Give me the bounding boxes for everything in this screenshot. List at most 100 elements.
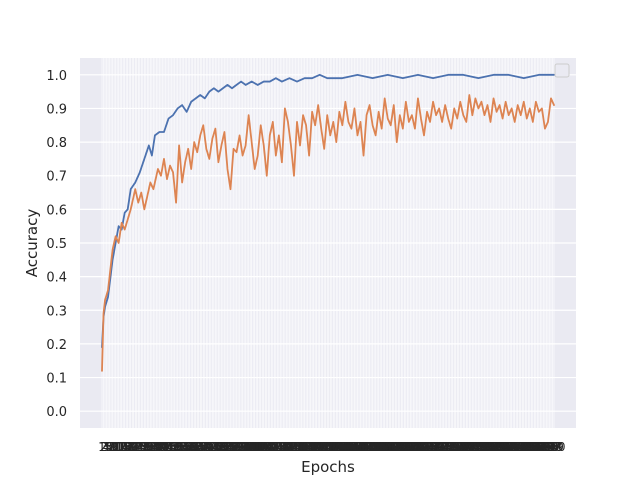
x-tick-label: 62 — [187, 440, 202, 454]
x-tick-label: 225 — [429, 440, 452, 454]
x-tick-label: 184 — [367, 440, 390, 454]
x-tick-label: 100 — [240, 440, 263, 454]
x-tick-label: 190 — [376, 440, 399, 454]
x-tick-label: 189 — [375, 440, 398, 454]
x-tick-label: 226 — [431, 440, 454, 454]
x-tick-label: 111 — [257, 440, 280, 454]
x-tick-label: 99 — [243, 440, 258, 454]
x-tick-label: 266 — [491, 440, 514, 454]
x-tick-label: 285 — [520, 440, 543, 454]
x-tick-label: 43 — [158, 440, 173, 454]
x-tick-label: 103 — [245, 440, 268, 454]
x-tick-label: 73 — [203, 440, 218, 454]
x-tick-label: 17 — [119, 440, 134, 454]
x-tick-label: 147 — [311, 440, 334, 454]
x-tick-label: 209 — [405, 440, 428, 454]
x-tick-label: 163 — [335, 440, 358, 454]
x-tick-label: 64 — [190, 440, 205, 454]
x-tick-label: 142 — [304, 440, 327, 454]
x-tick-label: 216 — [416, 440, 439, 454]
x-tick-label: 243 — [456, 440, 479, 454]
x-tick-label: 186 — [370, 440, 393, 454]
x-tick-label: 247 — [462, 440, 485, 454]
x-tick-label: 269 — [496, 440, 519, 454]
x-tick-label: 252 — [470, 440, 493, 454]
x-tick-label: 221 — [423, 440, 446, 454]
x-tick-label: 145 — [308, 440, 331, 454]
x-tick-label: 36 — [147, 440, 162, 454]
y-tick-label: 0.4 — [46, 271, 67, 286]
x-tick-label: 148 — [313, 440, 336, 454]
x-tick-label: 121 — [272, 440, 295, 454]
x-tick-label: 274 — [503, 440, 526, 454]
x-tick-label: 158 — [328, 440, 351, 454]
x-tick-label: 86 — [223, 440, 238, 454]
x-tick-label: 14 — [114, 440, 129, 454]
x-tick-label: 193 — [381, 440, 404, 454]
x-tick-label: 214 — [413, 440, 436, 454]
y-tick-label: 0.7 — [46, 170, 67, 185]
x-tick-label: 94 — [235, 440, 250, 454]
x-tick-label: 213 — [411, 440, 434, 454]
x-tick-label: 159 — [329, 440, 352, 454]
x-tick-label: 222 — [425, 440, 448, 454]
x-tick-label: 255 — [475, 440, 498, 454]
x-tick-label: 54 — [174, 440, 189, 454]
x-tick-label: 133 — [290, 440, 313, 454]
x-tick-label: 173 — [351, 440, 374, 454]
x-tick-label: 130 — [286, 440, 309, 454]
x-tick-label: 206 — [400, 440, 423, 454]
x-tick-label: 228 — [434, 440, 457, 454]
x-tick-label: 80 — [214, 440, 229, 454]
x-tick-label: 294 — [533, 440, 556, 454]
x-tick-label: 289 — [526, 440, 549, 454]
x-tick-label: 5 — [104, 440, 112, 454]
x-tick-label: 256 — [476, 440, 499, 454]
x-tick-label: 201 — [393, 440, 416, 454]
x-tick-label: 71 — [200, 440, 215, 454]
x-tick-label: 169 — [345, 440, 368, 454]
x-tick-label: 253 — [471, 440, 494, 454]
x-tick-label: 179 — [360, 440, 383, 454]
x-tick-label: 50 — [168, 440, 183, 454]
x-tick-label: 104 — [246, 440, 269, 454]
x-tick-label: 143 — [305, 440, 328, 454]
x-tick-label: 45 — [161, 440, 176, 454]
y-tick-label: 0.2 — [46, 338, 67, 353]
x-tick-label: 75 — [206, 440, 221, 454]
x-tick-label: 198 — [388, 440, 411, 454]
x-tick-label: 78 — [211, 440, 226, 454]
x-tick-label: 155 — [323, 440, 346, 454]
x-tick-label: 67 — [194, 440, 209, 454]
x-tick-label: 30 — [138, 440, 153, 454]
x-tick-label: 110 — [255, 440, 278, 454]
x-tick-label: 24 — [129, 440, 144, 454]
x-tick-label: 115 — [263, 440, 286, 454]
x-tick-label: 288 — [524, 440, 547, 454]
x-tick-label: 113 — [260, 440, 283, 454]
x-tick-label: 187 — [372, 440, 395, 454]
x-tick-label: 123 — [275, 440, 298, 454]
x-tick-label: 33 — [143, 440, 158, 454]
x-tick-label: 290 — [527, 440, 550, 454]
x-tick-label: 271 — [499, 440, 522, 454]
x-tick-label: 281 — [514, 440, 537, 454]
x-axis-label: Epochs — [301, 458, 355, 476]
x-tick-label: 149 — [314, 440, 337, 454]
x-tick-label: 18 — [120, 440, 135, 454]
x-tick-label: 77 — [209, 440, 224, 454]
x-tick-label: 47 — [164, 440, 179, 454]
x-tick-label: 132 — [289, 440, 312, 454]
x-tick-label: 238 — [449, 440, 472, 454]
x-tick-label: 270 — [497, 440, 520, 454]
x-tick-label: 215 — [414, 440, 437, 454]
x-tick-label: 139 — [299, 440, 322, 454]
x-tick-label: 277 — [508, 440, 531, 454]
x-tick-labels: 1234567891011121314151617181920212223242… — [98, 440, 565, 454]
x-tick-label: 236 — [446, 440, 469, 454]
x-tick-label: 197 — [387, 440, 410, 454]
x-tick-label: 15 — [116, 440, 131, 454]
y-tick-label: 0.8 — [46, 136, 67, 151]
x-tick-label: 134 — [292, 440, 315, 454]
